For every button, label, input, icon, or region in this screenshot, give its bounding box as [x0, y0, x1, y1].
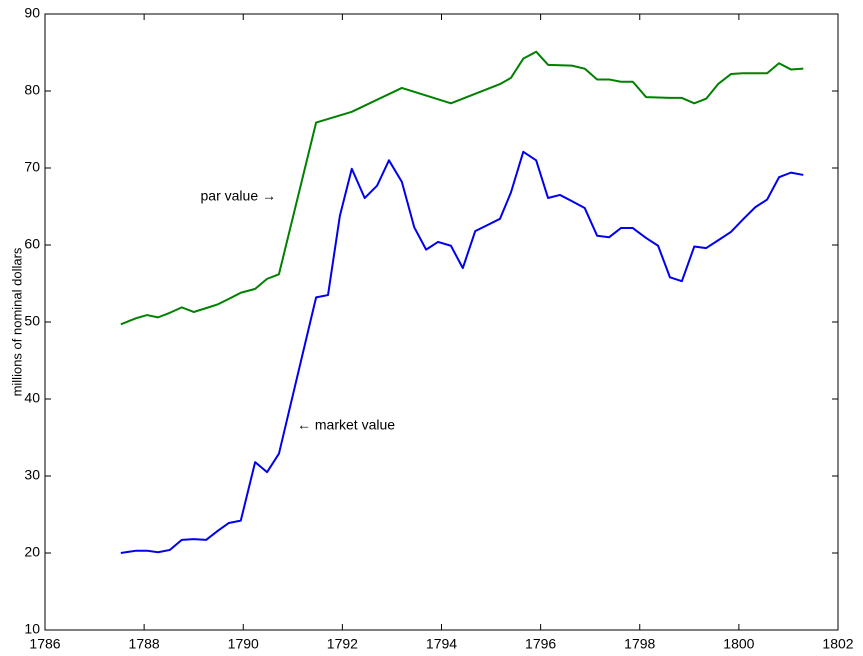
x-tick-label: 1800	[723, 636, 754, 652]
x-tick-label: 1792	[327, 636, 358, 652]
plot-frame	[44, 13, 839, 631]
x-tick-label: 1790	[228, 636, 259, 652]
y-tick-label: 50	[24, 313, 40, 329]
annotation: par value →	[201, 188, 276, 204]
y-tick-label: 40	[24, 390, 40, 406]
line-series	[120, 50, 804, 326]
x-tick-label: 1794	[426, 636, 457, 652]
x-tick-label: 1798	[624, 636, 655, 652]
y-tick-label: 70	[24, 159, 40, 175]
x-tick-label: 1802	[822, 636, 853, 652]
x-tick-label: 1788	[129, 636, 160, 652]
y-tick-label: 90	[24, 5, 40, 21]
line-series	[120, 150, 804, 554]
x-tick-label: 1796	[525, 636, 556, 652]
y-tick-label: 10	[24, 621, 40, 637]
annotation: ← market value	[297, 417, 395, 433]
y-tick-label: 60	[24, 236, 40, 252]
y-axis-label: millions of nominal dollars	[9, 247, 24, 396]
y-tick-label: 80	[24, 82, 40, 98]
y-tick-label: 20	[24, 544, 40, 560]
y-tick-label: 30	[24, 467, 40, 483]
x-tick-label: 1786	[29, 636, 60, 652]
